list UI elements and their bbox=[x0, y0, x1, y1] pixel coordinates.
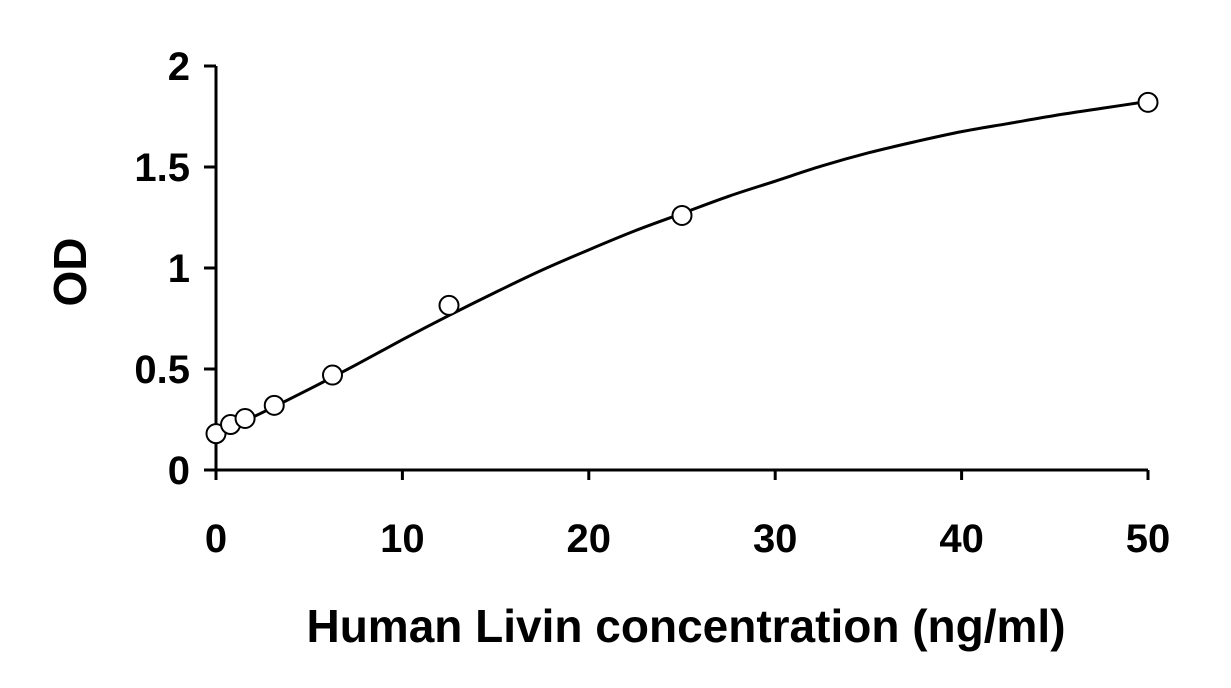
y-tick-label: 0 bbox=[168, 449, 190, 493]
data-points bbox=[205, 91, 1159, 445]
fit-curve-group bbox=[215, 99, 1149, 437]
axes bbox=[214, 66, 1148, 472]
y-axis-title: OD bbox=[44, 238, 96, 307]
x-tick-label: 50 bbox=[1126, 517, 1171, 561]
x-tick-label: 0 bbox=[205, 517, 227, 561]
x-tick-label: 10 bbox=[380, 517, 425, 561]
data-point bbox=[1137, 91, 1159, 113]
data-point bbox=[322, 364, 343, 386]
data-point bbox=[671, 204, 693, 226]
fit-curve bbox=[215, 99, 1149, 437]
y-tick-label: 2 bbox=[168, 45, 190, 89]
data-point bbox=[438, 294, 460, 316]
x-tick-label: 20 bbox=[567, 517, 612, 561]
x-axis-title: Human Livin concentration (ng/ml) bbox=[306, 600, 1065, 652]
ticks: 0 10 20 30 40 50 0 0.5 1 1.5 2 bbox=[134, 45, 1170, 561]
y-tick-label: 1.5 bbox=[134, 146, 190, 190]
y-tick-label: 1 bbox=[168, 247, 190, 291]
data-point bbox=[263, 394, 285, 416]
data-point bbox=[234, 407, 256, 429]
x-tick-label: 30 bbox=[753, 517, 798, 561]
y-tick-label: 0.5 bbox=[134, 348, 190, 392]
x-tick-label: 40 bbox=[939, 517, 984, 561]
